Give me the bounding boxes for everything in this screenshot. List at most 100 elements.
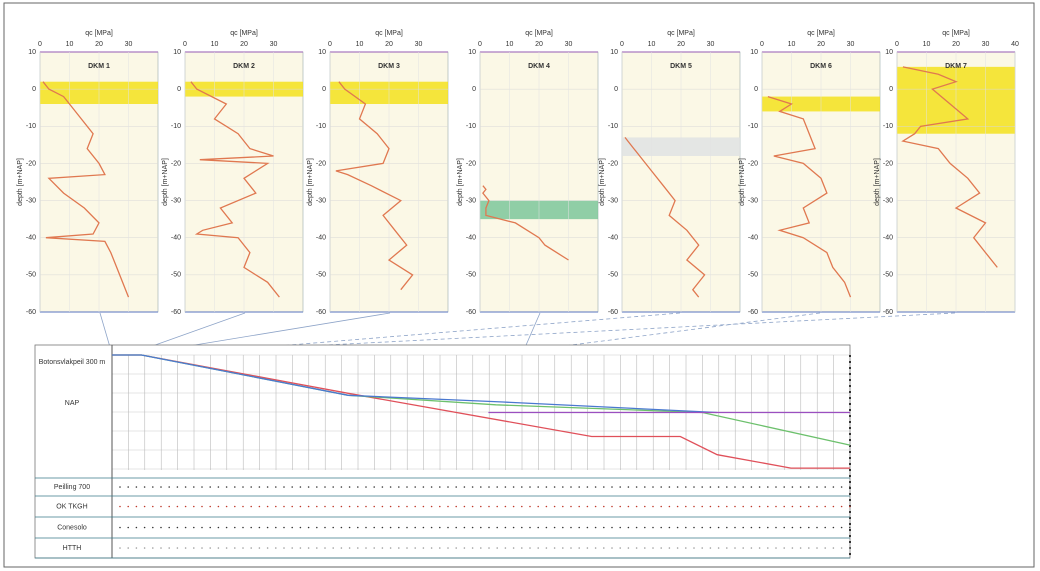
table-dot — [398, 505, 400, 508]
table-dot — [767, 526, 769, 529]
table-dot — [193, 547, 195, 549]
table-dot — [553, 505, 556, 508]
table-dot — [275, 486, 277, 488]
table-dot — [225, 526, 228, 529]
cpt-trace — [901, 66, 998, 268]
table-dot — [119, 526, 121, 529]
table-dot — [398, 547, 400, 549]
table-dot — [160, 486, 162, 488]
x-tick-label: 30 — [415, 41, 423, 48]
y-tick-label: -60 — [26, 309, 36, 316]
table-dot — [422, 486, 425, 488]
table-dot — [660, 526, 662, 529]
table-dot — [422, 547, 425, 549]
table-dot — [652, 486, 654, 488]
table-dot — [373, 547, 376, 549]
x-tick-label: 20 — [240, 41, 248, 48]
table-dot — [783, 505, 785, 508]
table-dot — [201, 486, 203, 488]
table-dot — [340, 547, 343, 549]
table-dot — [742, 547, 744, 549]
table-dot — [348, 547, 351, 549]
table-dot — [791, 526, 794, 529]
table-dot — [849, 505, 851, 508]
y-tick-label: -10 — [316, 123, 326, 130]
x-axis-label: qc [MPa] — [667, 30, 695, 37]
y-axis-label: depth [m+NAP] — [457, 158, 464, 206]
y-tick-label: -40 — [316, 235, 326, 242]
table-dot — [726, 526, 728, 529]
y-tick-label: 10 — [318, 49, 326, 56]
table-dot — [832, 486, 835, 488]
table-dot — [701, 526, 703, 529]
table-dot — [143, 505, 146, 508]
table-dot — [250, 547, 252, 549]
table-dot — [488, 505, 490, 508]
table-dot — [775, 547, 777, 549]
table-dot — [381, 547, 384, 549]
table-dot — [234, 547, 236, 549]
table-dot — [603, 505, 605, 508]
table-dot — [758, 526, 761, 529]
table-dot — [381, 526, 384, 529]
table-dot — [537, 505, 539, 508]
table-dot — [750, 547, 753, 549]
y-tick-label: 0 — [754, 86, 758, 93]
table-dot — [234, 486, 236, 488]
table-dot — [455, 526, 458, 529]
y-tick-label: -30 — [466, 197, 476, 204]
table-dot — [463, 486, 466, 488]
y-tick-label: -60 — [171, 309, 181, 316]
table-dot — [734, 547, 736, 549]
table-dot — [734, 505, 736, 508]
table-dot — [480, 486, 482, 488]
table-dot — [529, 526, 531, 529]
table-dot — [635, 526, 638, 529]
y-tick-label: -40 — [466, 235, 476, 242]
table-dot — [840, 547, 843, 549]
table-row-label: OK TKGH — [56, 503, 87, 510]
table-dot — [537, 547, 539, 549]
table-dot — [619, 486, 621, 488]
table-dot — [316, 505, 318, 508]
table-dot — [824, 486, 826, 488]
x-tick-label: 20 — [535, 41, 543, 48]
table-dot — [627, 526, 630, 529]
table-dot — [537, 486, 539, 488]
table-dot — [504, 486, 507, 488]
cpt-trace — [190, 81, 280, 298]
table-dot — [201, 526, 203, 529]
x-axis-label: qc [MPa] — [230, 30, 258, 37]
table-dot — [455, 547, 458, 549]
table-dot — [840, 486, 843, 488]
table-dot — [627, 486, 630, 488]
y-tick-label: 10 — [610, 49, 618, 56]
table-dot — [685, 547, 687, 549]
x-tick-label: 0 — [183, 41, 187, 48]
table-dot — [152, 526, 154, 529]
table-dot — [389, 486, 392, 488]
table-dot — [611, 505, 613, 508]
table-dot — [668, 486, 671, 488]
table-dot — [471, 486, 474, 488]
table-dot — [791, 505, 794, 508]
y-tick-label: -10 — [748, 123, 758, 130]
table-dot — [611, 547, 613, 549]
table-dot — [266, 505, 269, 508]
table-dot — [676, 547, 679, 549]
y-tick-label: -50 — [171, 272, 181, 279]
y-tick-label: -20 — [748, 160, 758, 167]
table-dot — [266, 526, 269, 529]
table-dot — [701, 547, 703, 549]
table-dot — [553, 486, 556, 488]
y-tick-label: -40 — [171, 235, 181, 242]
table-dot — [726, 505, 728, 508]
cpt-trace — [624, 136, 706, 298]
x-tick-label: 30 — [847, 41, 855, 48]
table-dot — [152, 486, 154, 488]
panel-title: DKM 3 — [378, 63, 400, 70]
table-dot — [767, 486, 769, 488]
table-dot — [217, 505, 220, 508]
x-tick-label: 10 — [788, 41, 796, 48]
y-tick-label: -30 — [26, 197, 36, 204]
